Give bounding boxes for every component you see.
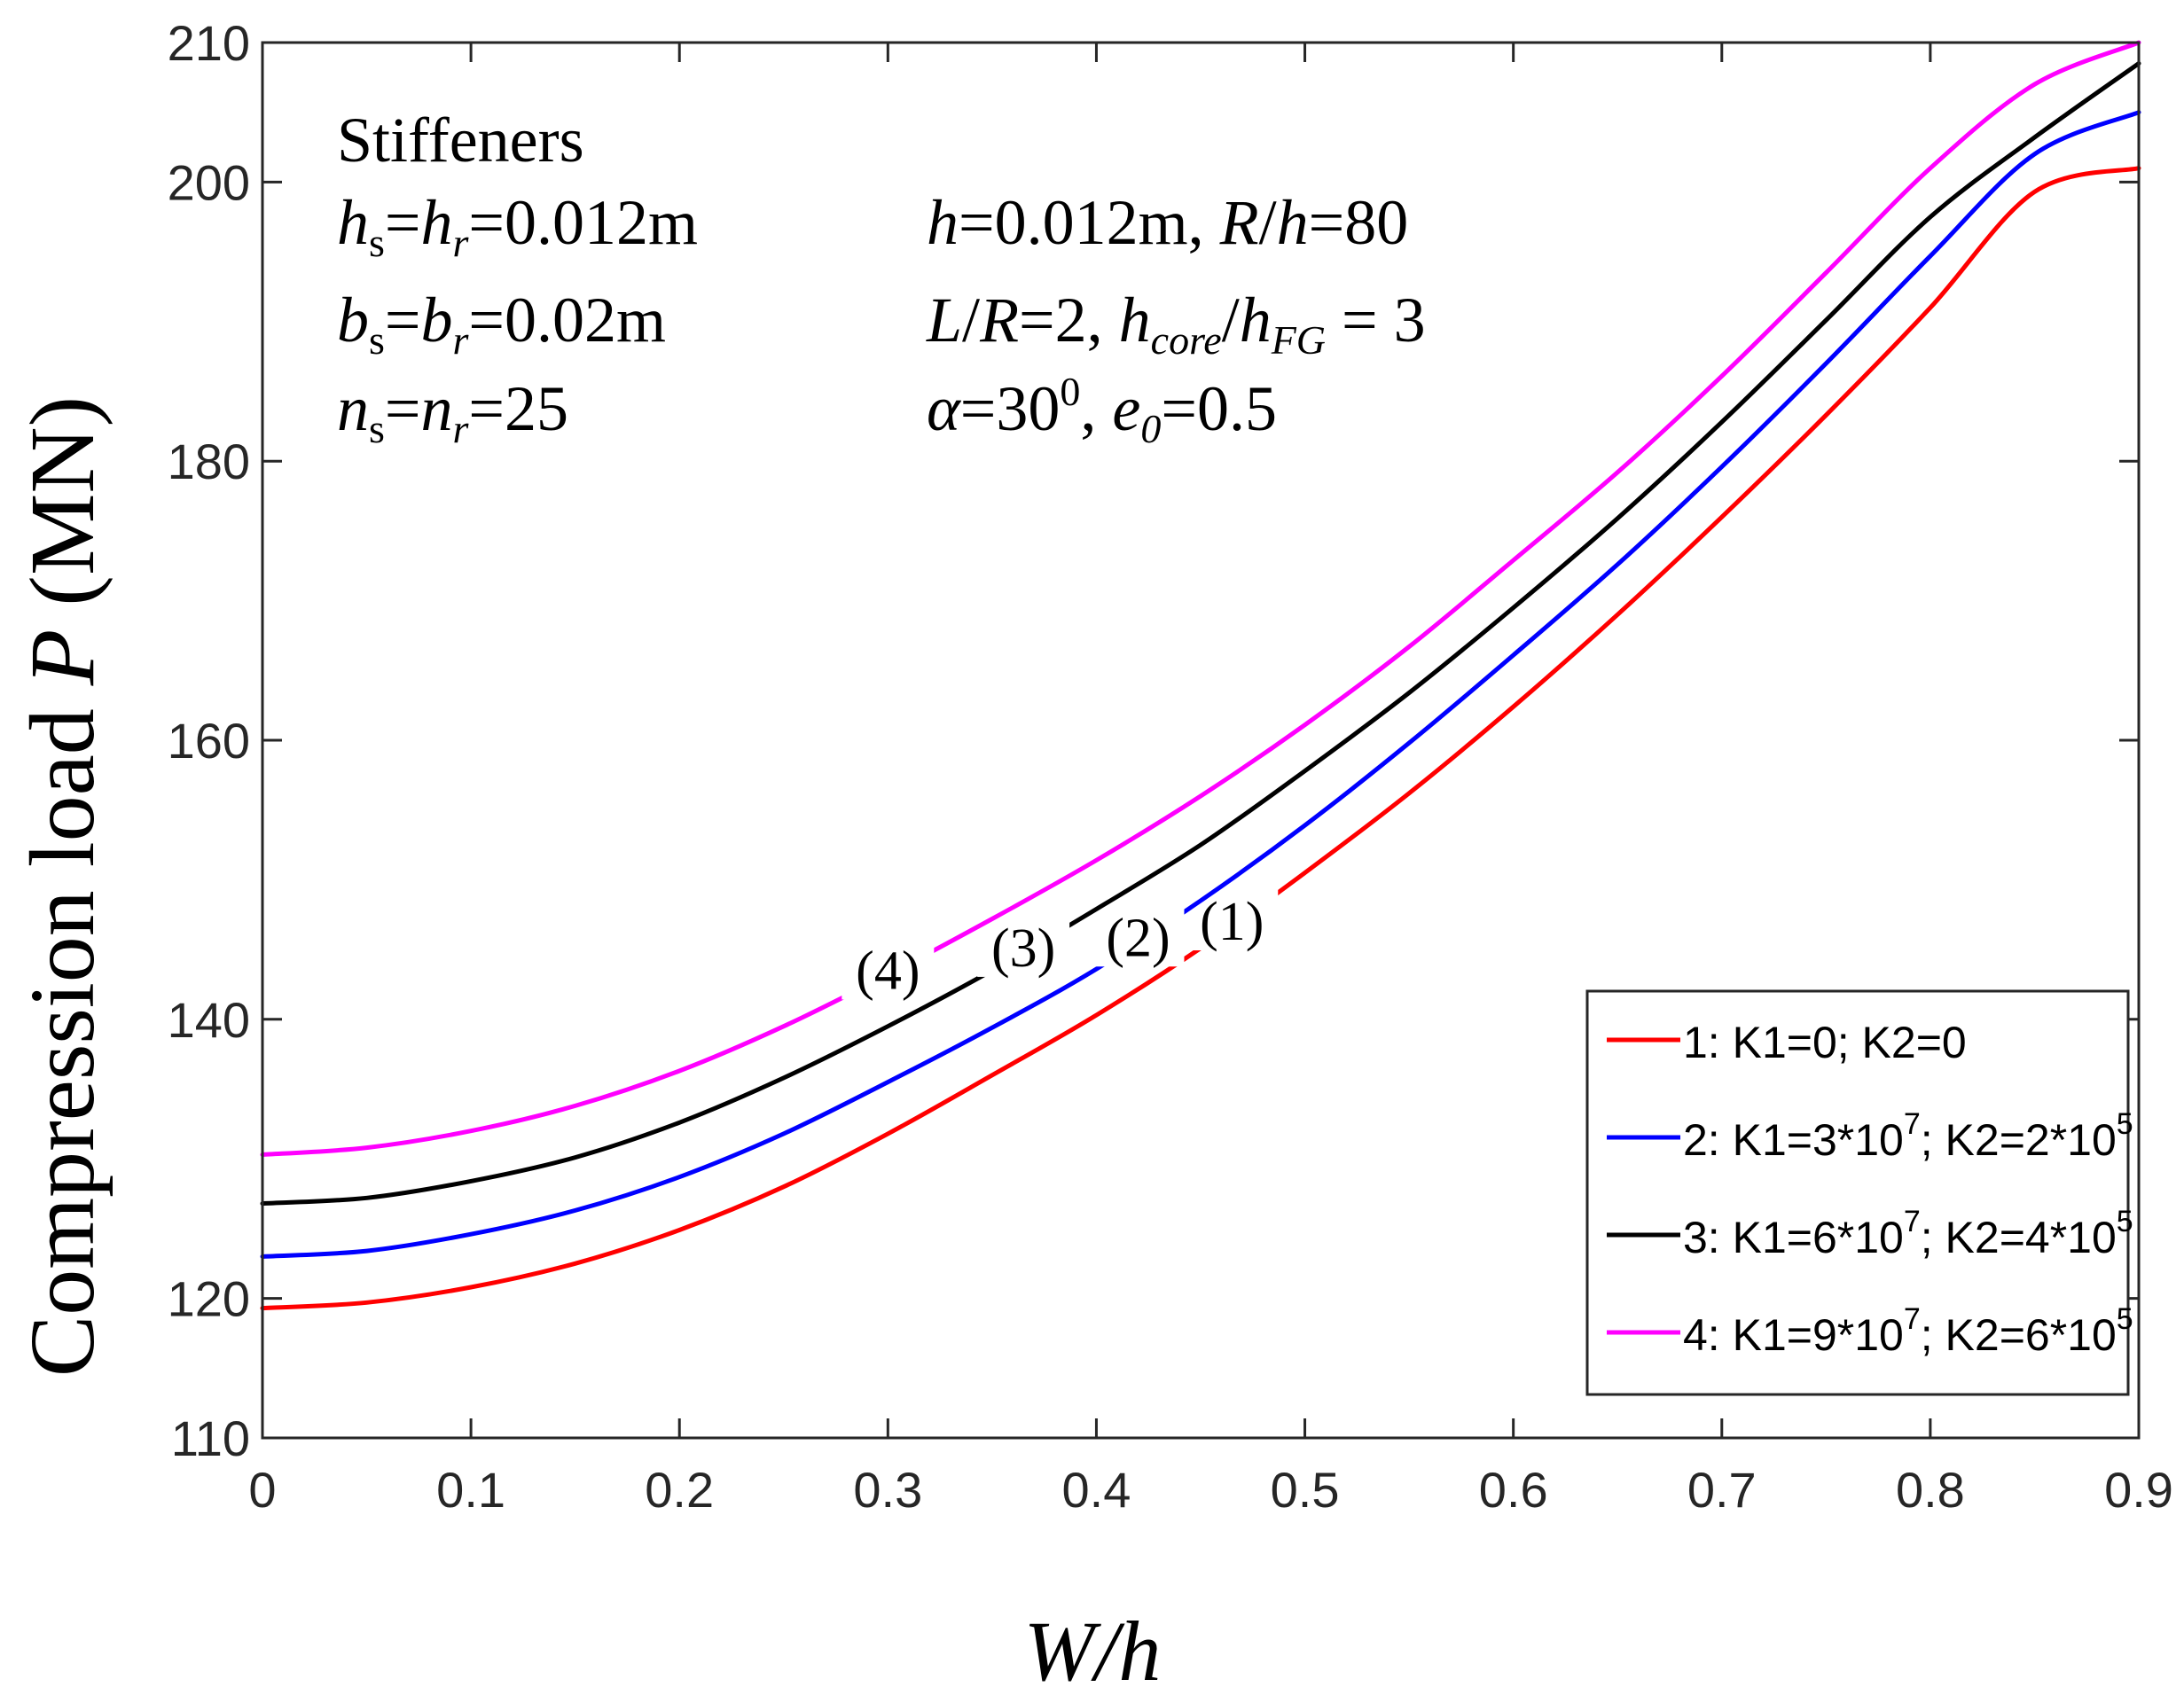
- annotation-hs-hr: hs=hr=0.012m: [337, 187, 698, 265]
- x-tick-label: 0.3: [853, 1462, 922, 1518]
- y-tick-label: 140: [168, 992, 250, 1048]
- x-axis-label: W/h: [1024, 1604, 1162, 1695]
- series-label-bg-1: [1186, 879, 1279, 951]
- y-tick-label: 120: [168, 1271, 250, 1327]
- series-group: (1) (2) (3) (4): [260, 40, 2141, 1311]
- series-line-3: [260, 61, 2141, 1207]
- x-tick-label: 0.2: [645, 1462, 714, 1518]
- x-tick-label: 0.8: [1896, 1462, 1965, 1518]
- x-tick-label: 0.6: [1479, 1462, 1548, 1518]
- x-tick-label: 0.9: [2104, 1462, 2173, 1518]
- series-label-bg-4: [842, 928, 935, 1000]
- annotation-lr-hcore: L/R=2, hcore/hFG = 3: [926, 285, 1426, 363]
- x-tick-label: 0.4: [1062, 1462, 1131, 1518]
- series-label-4: (4): [856, 941, 920, 1001]
- series-line-4: [260, 40, 2141, 1157]
- x-tick-label: 0.5: [1271, 1462, 1340, 1518]
- y-tick-label: 110: [171, 1410, 250, 1466]
- x-tick-label: 0: [248, 1462, 276, 1518]
- x-tick-label: 0.1: [436, 1462, 505, 1518]
- legend-entry-1: 1: K1=0; K2=0: [1683, 1018, 1967, 1067]
- annotation-alpha-e0: α=300, e0=0.5: [927, 369, 1277, 451]
- annotation-h-rh: h=0.012m, R/h=80: [927, 187, 1408, 258]
- x-tick-label: 0.7: [1687, 1462, 1757, 1518]
- legend-entry-4: 4: K1=9*107; K2=6*105: [1683, 1302, 2133, 1360]
- y-tick-label: 200: [168, 154, 250, 210]
- legend: 1: K1=0; K2=0 2: K1=3*107; K2=2*105 3: K…: [1585, 989, 2133, 1396]
- series-line-2: [260, 110, 2141, 1259]
- y-tick-label: 180: [168, 434, 250, 489]
- tick-group: 0 0.1 0.2 0.3 0.4 0.5 0.6 0.7 0.8 0.9 110 120 140 160…: [168, 15, 2173, 1518]
- series-label-1: (1): [1200, 892, 1264, 952]
- series-label-bg-2: [1092, 895, 1185, 967]
- y-tick-label: 160: [168, 713, 250, 769]
- annotation-ns-nr: ns=nr=25: [337, 373, 568, 451]
- y-tick-label: 210: [168, 15, 250, 71]
- y-axis-label: Compression load P (MN): [12, 396, 114, 1377]
- series-label-3: (3): [991, 918, 1055, 979]
- annotation-bs-br: bs=br=0.02m: [337, 285, 666, 363]
- series-label-2: (2): [1106, 908, 1170, 968]
- legend-box: [1585, 989, 2130, 1396]
- annotation-stiffeners: Stiffeners: [337, 105, 584, 176]
- plot-frame: [261, 41, 2141, 1440]
